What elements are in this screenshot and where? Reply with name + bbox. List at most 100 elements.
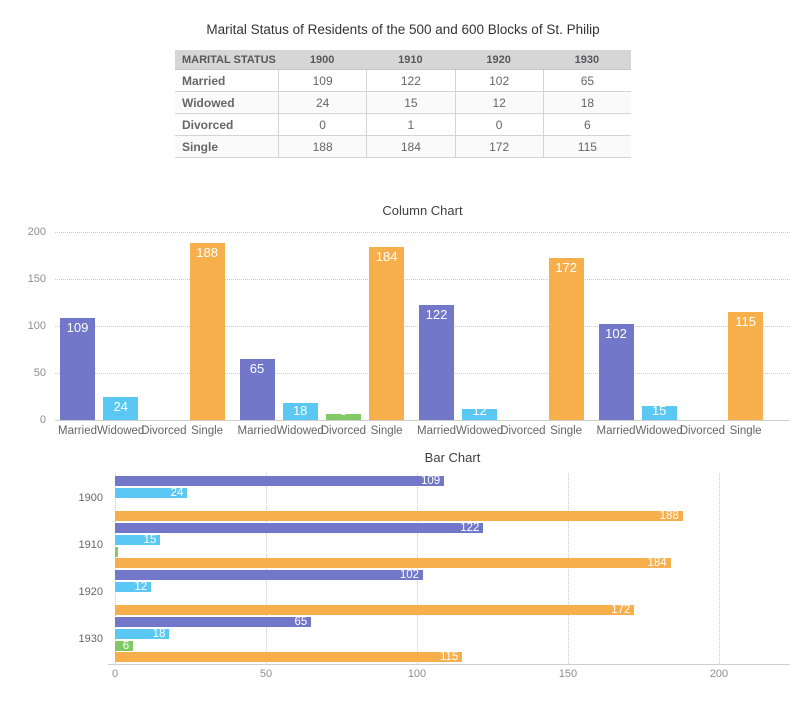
x-axis-category-married: Married <box>58 425 97 437</box>
gridline-y-150 <box>55 279 790 280</box>
table-cell-value: 109 <box>278 70 367 92</box>
table-row-label: Married <box>175 70 278 92</box>
x-axis-category-divorced: Divorced <box>679 425 726 437</box>
table-cell-value: 15 <box>366 92 455 114</box>
table-row: Single 188 184 172 115 <box>175 136 631 158</box>
column-bar-single-g4: 115 <box>728 311 764 420</box>
y-axis-year-1900: 1900 <box>78 492 103 504</box>
table-header-year: 1920 <box>486 53 511 66</box>
table-cell-value: 1 <box>366 114 455 136</box>
bar-married-1900: 109 <box>115 476 445 486</box>
y-axis-tick-150: 150 <box>27 273 46 285</box>
bar-value-label: 172 <box>611 605 631 616</box>
column-bar-value-label: 109 <box>66 319 89 335</box>
bar-widowed-1900: 24 <box>115 487 188 498</box>
column-bar-married-g1: 109 <box>60 317 95 420</box>
column-bar-married-g3: 122 <box>419 305 454 420</box>
table-cell-value: 24 <box>278 92 367 114</box>
bar-value-label: 12 <box>134 581 148 592</box>
y-axis-tick-50: 50 <box>33 367 46 379</box>
bar-divorced-1930: 6 <box>115 640 134 651</box>
column-bar-single-g2: 184 <box>369 247 405 420</box>
x-axis-category-married: Married <box>596 425 636 437</box>
y-axis-year-1910: 1910 <box>78 539 103 551</box>
bar-married-1920: 102 <box>115 570 424 580</box>
bar-value-label: 109 <box>420 476 441 486</box>
table-cell-value: 102 <box>454 70 543 92</box>
x-axis-category-widowed: Widowed <box>456 425 504 437</box>
table-cell-value: 172 <box>454 136 543 158</box>
bar-value-label: 102 <box>399 570 420 580</box>
table-cell-value: 0 <box>454 114 543 136</box>
table-body: Married 109 122 102 65 Widowed 24 15 12 18 Divorce… <box>175 70 631 158</box>
table-cell-value: 115 <box>542 136 631 158</box>
column-bar-value-label: 188 <box>196 245 218 261</box>
x-axis-category-divorced: Divorced <box>320 425 367 437</box>
x-axis-category-widowed: Widowed <box>276 425 324 437</box>
column-bar-value-label: 15 <box>651 405 667 418</box>
x-axis-category-divorced: Divorced <box>141 425 187 437</box>
bar-value-label: 65 <box>294 617 308 627</box>
bar-widowed-1930: 18 <box>115 628 170 639</box>
table-cell-value: 0 <box>278 114 367 136</box>
y-axis-tick-200: 200 <box>27 226 46 238</box>
table-header-year: 1910 <box>398 53 423 66</box>
column-bar-value-label: 172 <box>555 260 577 276</box>
x-axis-category-single: Single <box>729 425 762 437</box>
bar-married-1930: 65 <box>115 617 312 627</box>
table-row-label: Divorced <box>175 114 278 136</box>
column-bar-single-g1: 188 <box>189 243 225 420</box>
table-cell-value: 12 <box>454 92 543 114</box>
bar-value-label: 122 <box>460 523 480 533</box>
bar-value-label: 6 <box>122 640 130 651</box>
column-bar-married-g4: 102 <box>598 324 634 420</box>
table-row: Married 109 122 102 65 <box>175 70 631 92</box>
table-row: Divorced 0 1 0 6 <box>175 114 631 136</box>
column-bar-value-label: 102 <box>605 326 627 342</box>
table-header-marital-status: MARITAL STATUS <box>182 53 276 66</box>
x-axis-category-married: Married <box>417 425 456 437</box>
x-axis-category-single: Single <box>370 425 403 437</box>
column-chart-title: Column Chart <box>382 203 463 218</box>
column-bar-value-label: 12 <box>472 408 487 418</box>
gridline-x-200 <box>719 473 720 664</box>
gridline-x-50 <box>266 473 267 664</box>
x-axis-category-widowed: Widowed <box>635 425 683 437</box>
x-axis-category-divorced: Divorced <box>500 425 546 437</box>
column-bar-value-label: 115 <box>735 313 756 329</box>
x-axis-category-married: Married <box>237 425 277 437</box>
bar-value-label: 18 <box>152 628 166 639</box>
bar-widowed-1910: 15 <box>115 534 161 545</box>
bar-divorced-1910 <box>115 546 119 557</box>
y-axis-year-1920: 1920 <box>78 586 103 598</box>
column-bar-widowed-g3: 12 <box>462 408 498 420</box>
y-axis-tick-100: 100 <box>27 320 46 332</box>
gridline-y-0 <box>55 420 790 421</box>
table-cell-value: 122 <box>366 70 455 92</box>
column-chart: 200 150 100 50 0 109 Married 24 Widowed Divorced 1… <box>0 225 804 440</box>
column-bar-widowed-g1: 24 <box>103 397 139 420</box>
table-cell-value: 184 <box>366 136 455 158</box>
table-row-label: Single <box>175 136 278 158</box>
table-header-year: 1930 <box>574 53 600 66</box>
y-axis-tick-0: 0 <box>39 414 46 426</box>
bar-widowed-1920: 12 <box>115 581 152 592</box>
table-cell-value: 6 <box>542 114 631 136</box>
gridline-x-100 <box>417 473 418 664</box>
gridline-x-0 <box>115 473 116 664</box>
bar-chart: 0 50 100 150 200 1900 109 24 188 1910 122 15 184 1920… <box>0 470 804 695</box>
table-cell-value: 18 <box>542 92 631 114</box>
x-axis-category-single: Single <box>550 425 583 437</box>
table-cell-value: 188 <box>278 136 367 158</box>
column-bar-value-label: 6 <box>326 414 361 417</box>
column-bar-divorced-g2: 6 <box>325 414 361 420</box>
x-axis-tick-100: 100 <box>407 668 427 680</box>
bar-married-1910: 122 <box>115 523 484 533</box>
column-bar-value-label: 18 <box>292 403 308 418</box>
x-axis-tick-0: 0 <box>111 668 119 680</box>
x-axis-tick-200: 200 <box>709 668 729 680</box>
table-header-row: MARITAL STATUS 1900 1910 1920 1930 <box>175 50 631 70</box>
column-bar-value-label: 65 <box>249 360 265 376</box>
column-bar-widowed-g2: 18 <box>282 403 318 420</box>
